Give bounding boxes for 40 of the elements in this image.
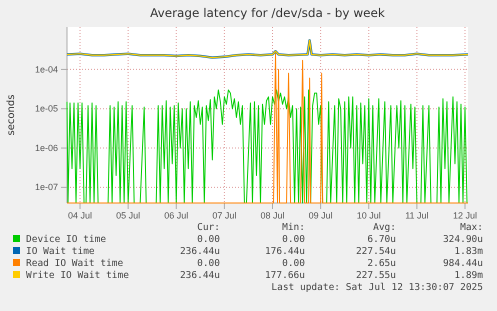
text: 984.44u <box>442 258 483 269</box>
y-tick-label: 1e-05 <box>34 104 58 114</box>
text: 324.90u <box>442 234 483 245</box>
text: 0.00 <box>282 234 306 245</box>
text: Min: <box>282 222 305 233</box>
text: 0.00 <box>197 234 220 245</box>
x-tick-label: 10 Jul <box>356 210 381 220</box>
text: 177.66u <box>264 270 305 281</box>
text: 1.89m <box>454 270 484 281</box>
text: 236.44u <box>180 270 220 281</box>
chart-title: Average latency for /dev/sda - by week <box>150 6 385 20</box>
text: 2.65u <box>367 258 396 269</box>
x-tick-label: 07 Jul <box>212 210 236 220</box>
y-tick-label: 1e-07 <box>34 182 58 192</box>
x-tick-label: 08 Jul <box>260 210 285 220</box>
legend-label: Read IO Wait time <box>26 258 124 269</box>
y-axis-title: seconds <box>6 94 17 136</box>
x-tick-label: 04 Jul <box>68 210 92 220</box>
text: Cur: <box>197 222 220 233</box>
text: 227.54u <box>356 246 396 257</box>
x-tick-label: 12 Jul <box>452 210 478 220</box>
text: 0.00 <box>197 258 220 269</box>
text: 176.44u <box>264 246 305 257</box>
text: Avg: <box>373 222 396 233</box>
text: 227.55u <box>356 270 396 281</box>
x-tick-label: 09 Jul <box>308 210 333 220</box>
text: 0.00 <box>282 258 306 269</box>
legend-label: IO Wait time <box>26 246 95 257</box>
y-tick-label: 1e-06 <box>34 142 58 153</box>
y-tick-label: 1e-04 <box>34 64 58 74</box>
text: Last update: Sat Jul 12 13:30:07 2025 <box>271 282 483 293</box>
text: 236.44u <box>180 246 220 257</box>
text: Max: <box>460 222 483 233</box>
text: 1.83m <box>454 246 484 257</box>
legend-label: Device IO time <box>26 234 106 245</box>
x-tick-label: 11 Jul <box>405 210 429 220</box>
text: 6.70u <box>367 234 396 245</box>
x-tick-label: 05 Jul <box>116 210 140 220</box>
x-tick-label: 06 Jul <box>164 210 188 220</box>
legend-label: Write IO Wait time <box>26 270 130 281</box>
